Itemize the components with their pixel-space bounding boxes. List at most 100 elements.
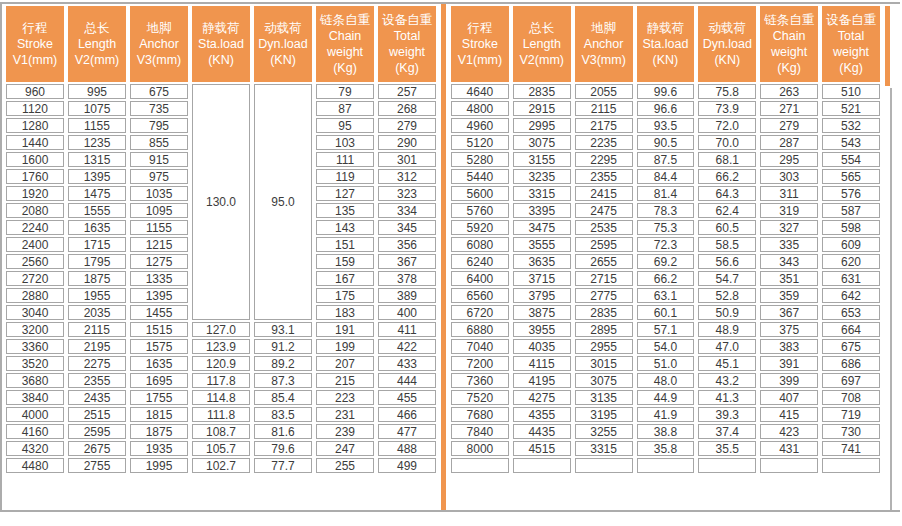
table-row: 336021951575123.991.2199422 bbox=[6, 339, 436, 354]
cell-chain_weight: 335 bbox=[760, 237, 818, 252]
cell-total_weight: 422 bbox=[378, 339, 436, 354]
cell-chain_weight: 183 bbox=[316, 305, 374, 320]
cell-total_weight: 631 bbox=[822, 271, 880, 286]
cell-stroke: 5120 bbox=[451, 135, 509, 150]
cell-dynamic_load: 66.2 bbox=[698, 169, 756, 184]
cell-chain_weight: 103 bbox=[316, 135, 374, 150]
cell-stroke bbox=[451, 458, 509, 473]
cell-static_load: 102.7 bbox=[192, 458, 250, 473]
cell-total_weight: 730 bbox=[822, 424, 880, 439]
cell-stroke: 4640 bbox=[451, 84, 509, 99]
cell-total_weight: 686 bbox=[822, 356, 880, 371]
table-row: 73604195307548.043.2399697 bbox=[451, 373, 880, 388]
cell-length: 3475 bbox=[513, 220, 571, 235]
table-row: 52803155229587.568.1295554 bbox=[451, 152, 880, 167]
cell-total_weight: 433 bbox=[378, 356, 436, 371]
cell-chain_weight: 95 bbox=[316, 118, 374, 133]
cell-length: 2915 bbox=[513, 101, 571, 116]
cell-dynamic_load: 95.0 bbox=[254, 84, 312, 320]
cell-anchor: 975 bbox=[130, 169, 188, 184]
cell-dynamic_load: 91.2 bbox=[254, 339, 312, 354]
cell-static_load: 114.8 bbox=[192, 390, 250, 405]
cell-length: 4515 bbox=[513, 441, 571, 456]
cell-anchor: 1215 bbox=[130, 237, 188, 252]
cell-length: 995 bbox=[68, 84, 126, 99]
column-header-dynamic_load: 动载荷Dyn.load(KN) bbox=[698, 6, 756, 82]
cell-static_load: 108.7 bbox=[192, 424, 250, 439]
cell-static_load: 51.0 bbox=[637, 356, 695, 371]
cell-stroke: 4320 bbox=[6, 441, 64, 456]
cell-anchor: 2655 bbox=[575, 254, 633, 269]
cell-stroke: 3360 bbox=[6, 339, 64, 354]
cell-stroke: 7840 bbox=[451, 424, 509, 439]
cell-anchor: 1035 bbox=[130, 186, 188, 201]
cell-anchor: 2235 bbox=[575, 135, 633, 150]
cell-length: 4035 bbox=[513, 339, 571, 354]
cell-anchor: 2175 bbox=[575, 118, 633, 133]
cell-chain_weight: 151 bbox=[316, 237, 374, 252]
cell-dynamic_load: 62.4 bbox=[698, 203, 756, 218]
cell-total_weight: 268 bbox=[378, 101, 436, 116]
cell-chain_weight: 279 bbox=[760, 118, 818, 133]
cell-anchor: 1515 bbox=[130, 322, 188, 337]
cell-length: 4115 bbox=[513, 356, 571, 371]
cell-dynamic_load: 39.3 bbox=[698, 407, 756, 422]
cell-anchor: 3255 bbox=[575, 424, 633, 439]
cell-anchor: 1755 bbox=[130, 390, 188, 405]
cell-length: 3235 bbox=[513, 169, 571, 184]
cell-chain_weight: 271 bbox=[760, 101, 818, 116]
cell-length: 3395 bbox=[513, 203, 571, 218]
cell-static_load: 99.6 bbox=[637, 84, 695, 99]
cell-length: 3155 bbox=[513, 152, 571, 167]
cell-length: 4355 bbox=[513, 407, 571, 422]
cell-chain_weight: 231 bbox=[316, 407, 374, 422]
cell-stroke: 7040 bbox=[451, 339, 509, 354]
cell-anchor: 1095 bbox=[130, 203, 188, 218]
cell-total_weight: 312 bbox=[378, 169, 436, 184]
table-row: 76804355319541.939.3415719 bbox=[451, 407, 880, 422]
cell-dynamic_load: 89.2 bbox=[254, 356, 312, 371]
cell-static_load: 66.2 bbox=[637, 271, 695, 286]
table-row: 56003315241581.464.3311576 bbox=[451, 186, 880, 201]
cell-chain_weight: 383 bbox=[760, 339, 818, 354]
table-body: 960995675130.095.07925711201075735872681… bbox=[6, 84, 436, 473]
cell-dynamic_load: 60.5 bbox=[698, 220, 756, 235]
cell-static_load bbox=[637, 458, 695, 473]
cell-static_load: 127.0 bbox=[192, 322, 250, 337]
cell-dynamic_load: 85.4 bbox=[254, 390, 312, 405]
cell-chain_weight: 343 bbox=[760, 254, 818, 269]
column-header-anchor: 地脚AnchorV3(mm) bbox=[130, 6, 188, 82]
cell-chain_weight: 207 bbox=[316, 356, 374, 371]
table-row: 72004115301551.045.1391686 bbox=[451, 356, 880, 371]
cell-anchor: 2355 bbox=[575, 169, 633, 184]
cell-anchor: 2415 bbox=[575, 186, 633, 201]
catalog-spec-page: 行程StrokeV1(mm)总长LengthV2(mm)地脚AnchorV3(m… bbox=[0, 0, 902, 526]
table-row bbox=[451, 458, 880, 473]
cell-chain_weight: 247 bbox=[316, 441, 374, 456]
cell-length bbox=[513, 458, 571, 473]
cell-chain_weight: 135 bbox=[316, 203, 374, 218]
cell-stroke: 8000 bbox=[451, 441, 509, 456]
cell-stroke: 2400 bbox=[6, 237, 64, 252]
cell-chain_weight: 239 bbox=[316, 424, 374, 439]
cell-length: 1395 bbox=[68, 169, 126, 184]
cell-total_weight bbox=[822, 458, 880, 473]
cell-total_weight: 609 bbox=[822, 237, 880, 252]
cell-static_load: 75.3 bbox=[637, 220, 695, 235]
cell-stroke: 3840 bbox=[6, 390, 64, 405]
table-row: 65603795277563.152.8359642 bbox=[451, 288, 880, 303]
cell-static_load: 57.1 bbox=[637, 322, 695, 337]
cell-stroke: 1600 bbox=[6, 152, 64, 167]
cell-stroke: 5760 bbox=[451, 203, 509, 218]
spec-table-right: 行程StrokeV1(mm)总长LengthV2(mm)地脚AnchorV3(m… bbox=[447, 4, 884, 475]
cell-chain_weight: 119 bbox=[316, 169, 374, 184]
cell-chain_weight: 255 bbox=[316, 458, 374, 473]
table-row: 400025151815111.883.5231466 bbox=[6, 407, 436, 422]
cell-chain_weight: 407 bbox=[760, 390, 818, 405]
cell-static_load: 38.8 bbox=[637, 424, 695, 439]
cell-total_weight: 290 bbox=[378, 135, 436, 150]
cell-stroke: 7520 bbox=[451, 390, 509, 405]
table-row: 384024351755114.885.4223455 bbox=[6, 390, 436, 405]
cell-chain_weight: 375 bbox=[760, 322, 818, 337]
cell-static_load: 35.8 bbox=[637, 441, 695, 456]
